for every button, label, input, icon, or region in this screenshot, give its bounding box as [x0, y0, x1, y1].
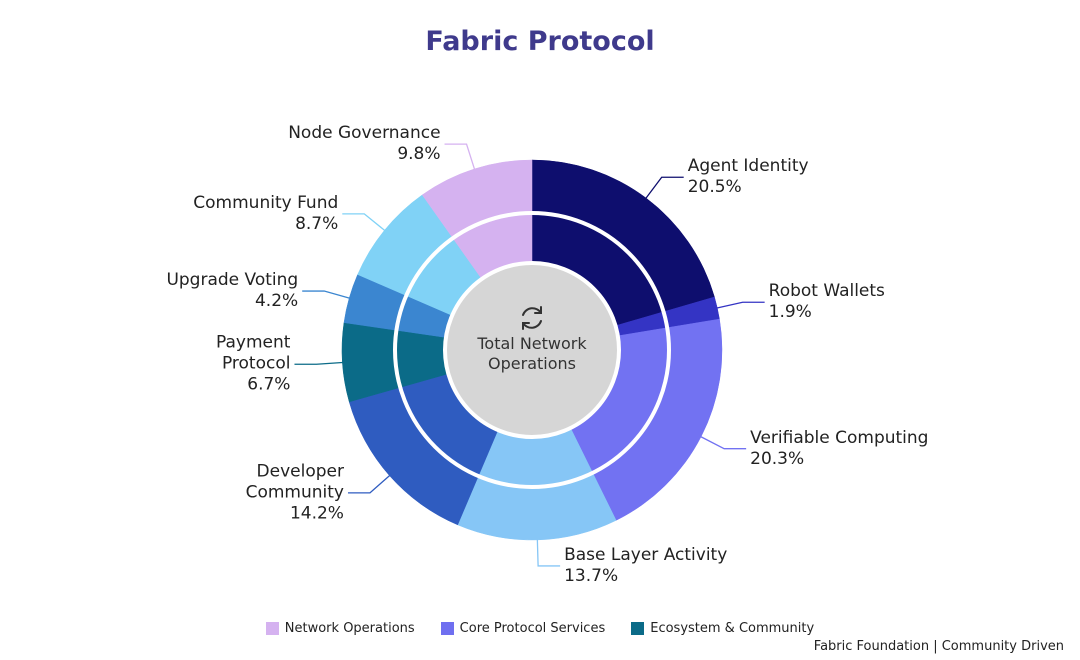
- leader-line: [294, 361, 345, 365]
- legend-swatch: [265, 622, 279, 635]
- value-label: 20.3%: [750, 448, 805, 469]
- legend-item: Network Operations: [265, 621, 415, 636]
- category-name: Verifiable Computing: [750, 427, 929, 448]
- category-name: Payment Protocol: [216, 332, 291, 374]
- leader-line: [715, 301, 765, 310]
- category-name: Agent Identity: [687, 156, 809, 177]
- value-label: 1.9%: [768, 302, 812, 323]
- value-label: 6.7%: [247, 374, 291, 395]
- value-label: 4.2%: [254, 291, 299, 312]
- value-label: 8.7%: [295, 213, 339, 234]
- slice-label: Agent Identity 20.5%: [688, 156, 809, 198]
- center-disc: [443, 261, 621, 439]
- legend-swatch: [631, 622, 645, 635]
- legend-item: Core Protocol Services: [440, 621, 606, 636]
- refresh-icon: [522, 306, 542, 330]
- leader-line: [342, 213, 387, 233]
- slice-label: Verifiable Computing 20.3%: [750, 428, 928, 470]
- category-name: Community Fund: [193, 192, 339, 213]
- leader-line: [347, 473, 392, 494]
- leader-line: [444, 143, 476, 172]
- slice-label: Payment Protocol 6.7%: [180, 333, 290, 396]
- slice-label: Robot Wallets 1.9%: [769, 281, 885, 323]
- legend-swatch: [440, 622, 454, 635]
- value-label: 9.8%: [397, 144, 441, 165]
- footer: Fabric Foundation | Community Driven: [813, 639, 1064, 654]
- value-label: 14.2%: [289, 503, 344, 524]
- leader-line: [536, 537, 561, 567]
- slice-label: Upgrade Voting 4.2%: [166, 270, 298, 312]
- legend-item: Ecosystem & Community: [631, 621, 814, 636]
- slice-label: Base Layer Activity 13.7%: [564, 545, 727, 587]
- leader-line: [302, 290, 352, 300]
- category-name: Robot Wallets: [768, 281, 885, 302]
- slice-label: Community Fund 8.7%: [193, 193, 338, 235]
- category-name: Upgrade Voting: [166, 270, 299, 291]
- legend: Network Operations Core Protocol Services…: [0, 621, 1080, 636]
- value-label: 13.7%: [564, 565, 619, 586]
- slice-label: Node Governance 9.8%: [288, 123, 440, 165]
- slice-label: Developer Community 14.2%: [234, 461, 344, 524]
- category-name: Base Layer Activity: [564, 544, 728, 565]
- category-name: Node Governance: [288, 123, 441, 144]
- legend-text: Network Operations: [284, 621, 415, 636]
- center-label: Total Network Operations: [477, 334, 587, 373]
- leader-line: [698, 435, 747, 450]
- legend-text: Core Protocol Services: [459, 621, 606, 636]
- chart-title: Fabric Protocol: [425, 26, 655, 57]
- ring: [393, 211, 671, 489]
- leader-line: [644, 176, 684, 201]
- value-label: 20.5%: [687, 177, 742, 198]
- category-name: Developer Community: [245, 461, 344, 503]
- legend-text: Ecosystem & Community: [650, 621, 815, 636]
